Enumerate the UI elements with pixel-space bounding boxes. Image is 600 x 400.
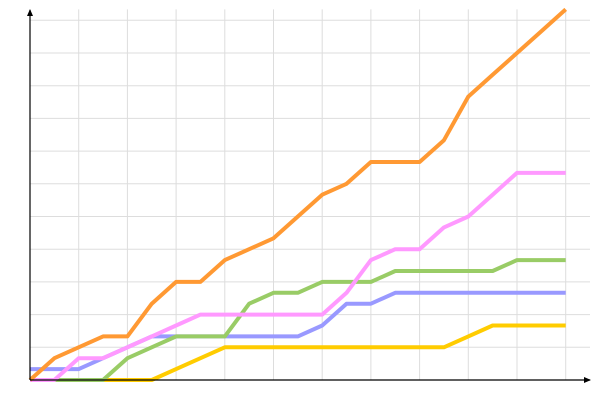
series-lines	[28, 7, 568, 382]
x-axis-arrow-icon	[584, 377, 591, 383]
series-line-5	[28, 7, 568, 382]
series-line-4	[30, 170, 566, 382]
series-line-3	[30, 258, 566, 382]
y-axis-arrow-icon	[27, 9, 33, 16]
axes	[27, 9, 591, 383]
